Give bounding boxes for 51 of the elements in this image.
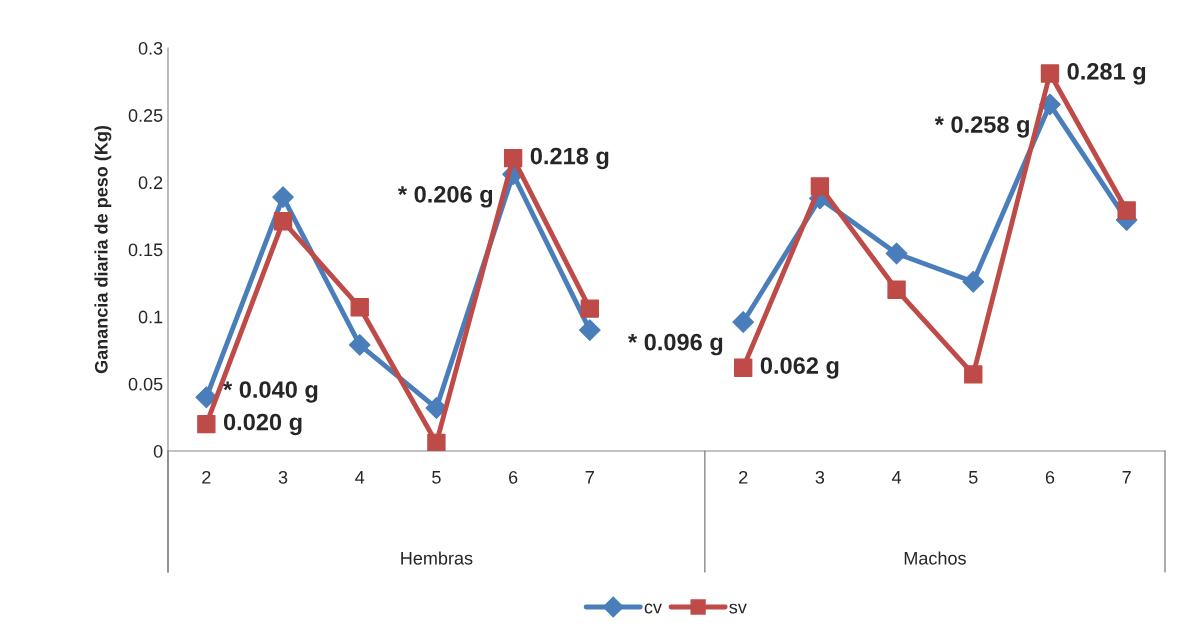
legend-label: cv xyxy=(644,603,662,614)
y-tick-label: 0.15 xyxy=(128,243,163,257)
x-tick-label: 3 xyxy=(815,470,825,484)
point xyxy=(964,365,983,384)
data-label: * 0.258 g xyxy=(934,116,1029,138)
y-tick-label: 0.25 xyxy=(128,109,163,122)
x-tick-label: 5 xyxy=(968,471,978,484)
x-tick-label: 4 xyxy=(355,471,365,484)
x-tick-label: 2 xyxy=(202,470,211,484)
text: Machos xyxy=(904,551,966,565)
x-tick-label: 3 xyxy=(278,470,288,484)
point xyxy=(1040,64,1060,83)
x-tick-label: 2 xyxy=(739,470,748,484)
point xyxy=(197,414,216,434)
data-label: * 0.040 g xyxy=(223,381,318,403)
data-label: * 0.206 g xyxy=(397,186,493,208)
point xyxy=(578,319,601,341)
point xyxy=(732,311,755,333)
y-tick-label: 0.05 xyxy=(128,377,163,391)
y-axis-title: Ganancia diaria de peso (Kg) xyxy=(94,125,112,374)
point xyxy=(962,270,985,293)
point xyxy=(503,148,523,168)
point xyxy=(195,386,218,409)
point xyxy=(1117,201,1136,220)
point xyxy=(427,433,446,451)
point xyxy=(348,333,371,356)
data-label: 0.281 g xyxy=(1067,63,1146,85)
point xyxy=(734,358,753,377)
point xyxy=(273,212,293,231)
legend-label: sv xyxy=(729,603,747,614)
data-label: 0.218 g xyxy=(530,147,609,170)
x-tick-label: 6 xyxy=(1045,470,1055,484)
data-label: 0.020 g xyxy=(223,413,302,436)
x-tick-label: 5 xyxy=(432,471,441,484)
point xyxy=(810,177,830,196)
x-tick-label: 7 xyxy=(585,471,594,484)
x-tick-label: 7 xyxy=(1122,471,1131,484)
point xyxy=(580,299,599,318)
data-label: 0.062 g xyxy=(760,357,839,379)
y-tick-label: 0 xyxy=(153,444,163,458)
data-label: * 0.096 g xyxy=(628,333,723,356)
x-tick-label: 6 xyxy=(509,470,518,484)
x-tick-label: 4 xyxy=(891,471,902,484)
point xyxy=(272,186,294,208)
point xyxy=(885,242,908,265)
point xyxy=(350,298,369,317)
text: Hembras xyxy=(401,551,473,565)
y-tick-label: 0.1 xyxy=(138,310,163,324)
y-tick-label: 0.2 xyxy=(138,176,163,190)
point xyxy=(887,280,906,299)
y-tick-label: 0.3 xyxy=(138,41,163,55)
